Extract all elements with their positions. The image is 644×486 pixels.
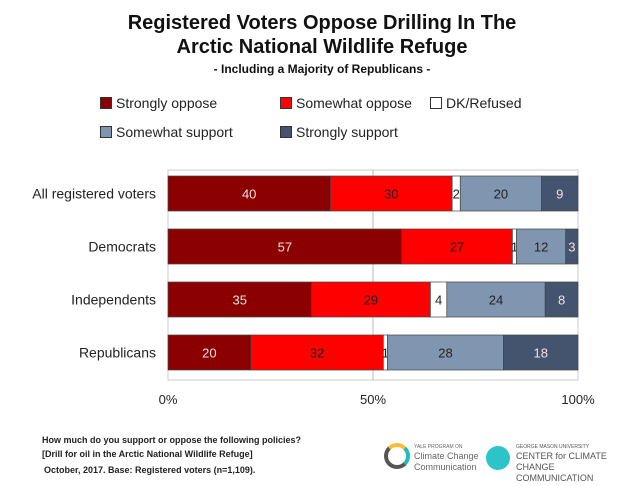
yale-logo-text: YALE PROGRAM ON Climate Change Communicat…	[414, 444, 479, 472]
data-label: 2	[453, 187, 460, 202]
data-label: 12	[534, 240, 548, 255]
chart-title-line2: Arctic National Wildlife Refuge	[176, 36, 468, 58]
data-label: 29	[364, 293, 378, 308]
bar-segment	[541, 175, 579, 212]
bar-segment	[311, 281, 431, 318]
data-label: 28	[438, 346, 452, 361]
legend-strongly-oppose: Strongly oppose	[100, 95, 217, 111]
footer-base: October, 2017. Base: Registered voters (…	[44, 465, 256, 475]
x-tick-label: 0%	[159, 392, 178, 407]
bar-segment	[459, 175, 542, 212]
bar-segment	[516, 228, 567, 265]
chart-title-line1: Registered Voters Oppose Drilling In The	[127, 12, 517, 34]
category-label: Republicans	[79, 345, 156, 361]
chart-subtitle: - Including a Majority of Republicans -	[213, 62, 431, 76]
footer-question: How much do you support or oppose the fo…	[42, 435, 301, 445]
plot-area: 0% 50% 100% All registered voters 40 30 2 20 9 De…	[32, 169, 595, 407]
data-label: 3	[568, 240, 575, 255]
category-label: All registered voters	[32, 186, 156, 202]
yale-logo-icon	[384, 443, 410, 469]
data-label: 57	[278, 240, 292, 255]
legend-dk-refused: DK/Refused	[430, 95, 521, 111]
data-label: 32	[310, 346, 324, 361]
bar-segment	[167, 281, 312, 318]
data-label: 27	[450, 240, 464, 255]
x-tick-label: 100%	[561, 392, 595, 407]
data-label: 35	[233, 293, 247, 308]
bar-segment	[250, 334, 384, 371]
bar-segment	[544, 281, 579, 318]
gmu-logo-icon	[486, 446, 510, 470]
bar-segment	[401, 228, 513, 265]
data-label: 9	[556, 187, 563, 202]
bar-segment	[387, 334, 504, 371]
legend-strongly-support: Strongly support	[280, 124, 398, 140]
category-label: Democrats	[88, 239, 156, 255]
bar-segment	[503, 334, 579, 371]
bar-segment	[167, 175, 331, 212]
data-label: 30	[384, 187, 398, 202]
data-label: 40	[242, 187, 256, 202]
gmu-logo-text: GEORGE MASON UNIVERSITY CENTER for CLIMA…	[516, 444, 607, 483]
bar-segment	[446, 281, 546, 318]
x-tick-label: 50%	[360, 392, 386, 407]
data-label: 4	[435, 293, 442, 308]
footer-policy: [Drill for oil in the Arctic National Wi…	[42, 449, 253, 459]
data-label: 1	[511, 240, 518, 255]
data-label: 8	[558, 293, 565, 308]
data-label: 20	[202, 346, 216, 361]
bar-segment	[167, 228, 403, 265]
data-label: 24	[489, 293, 503, 308]
legend-somewhat-support: Somewhat support	[100, 124, 233, 140]
category-label: Independents	[71, 292, 156, 308]
data-label: 18	[533, 346, 547, 361]
bar-segment	[167, 334, 252, 371]
bar-segment	[330, 175, 453, 212]
legend-somewhat-oppose: Somewhat oppose	[280, 95, 412, 111]
data-label: 1	[382, 346, 389, 361]
bar-segment	[565, 228, 579, 265]
data-label: 20	[494, 187, 508, 202]
